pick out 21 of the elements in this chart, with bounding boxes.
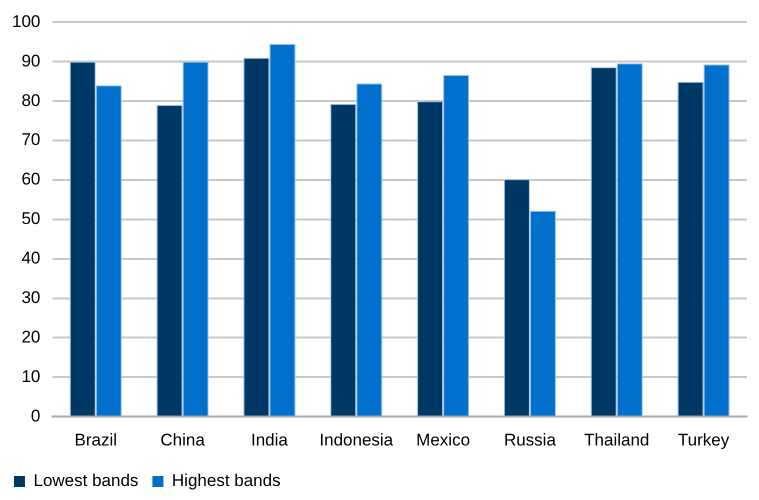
y-tick-label: 20 <box>21 327 40 346</box>
y-tick-label: 0 <box>30 406 40 426</box>
legend-label: Lowest bands <box>34 471 138 490</box>
x-tick-label: Russia <box>504 430 556 450</box>
x-tick-label: Thailand <box>584 430 650 450</box>
x-tick-label: Indonesia <box>319 430 394 450</box>
x-tick-label: Brazil <box>74 430 118 450</box>
y-tick-label: 90 <box>21 51 40 70</box>
y-tick-label: 80 <box>21 90 40 110</box>
x-tick-label: Mexico <box>416 430 470 450</box>
y-tick-label: 100 <box>12 12 40 31</box>
x-tick-label: Turkey <box>678 430 730 450</box>
y-tick-label: 40 <box>21 248 40 268</box>
x-tick-label: China <box>160 430 206 450</box>
y-tick-label: 60 <box>21 170 40 189</box>
y-tick-label: 10 <box>21 366 40 386</box>
y-tick-label: 50 <box>21 209 40 228</box>
x-tick-label: India <box>251 430 288 450</box>
legend-label: Highest bands <box>172 471 281 490</box>
y-tick-label: 70 <box>21 130 40 150</box>
y-tick-label: 30 <box>21 288 40 307</box>
